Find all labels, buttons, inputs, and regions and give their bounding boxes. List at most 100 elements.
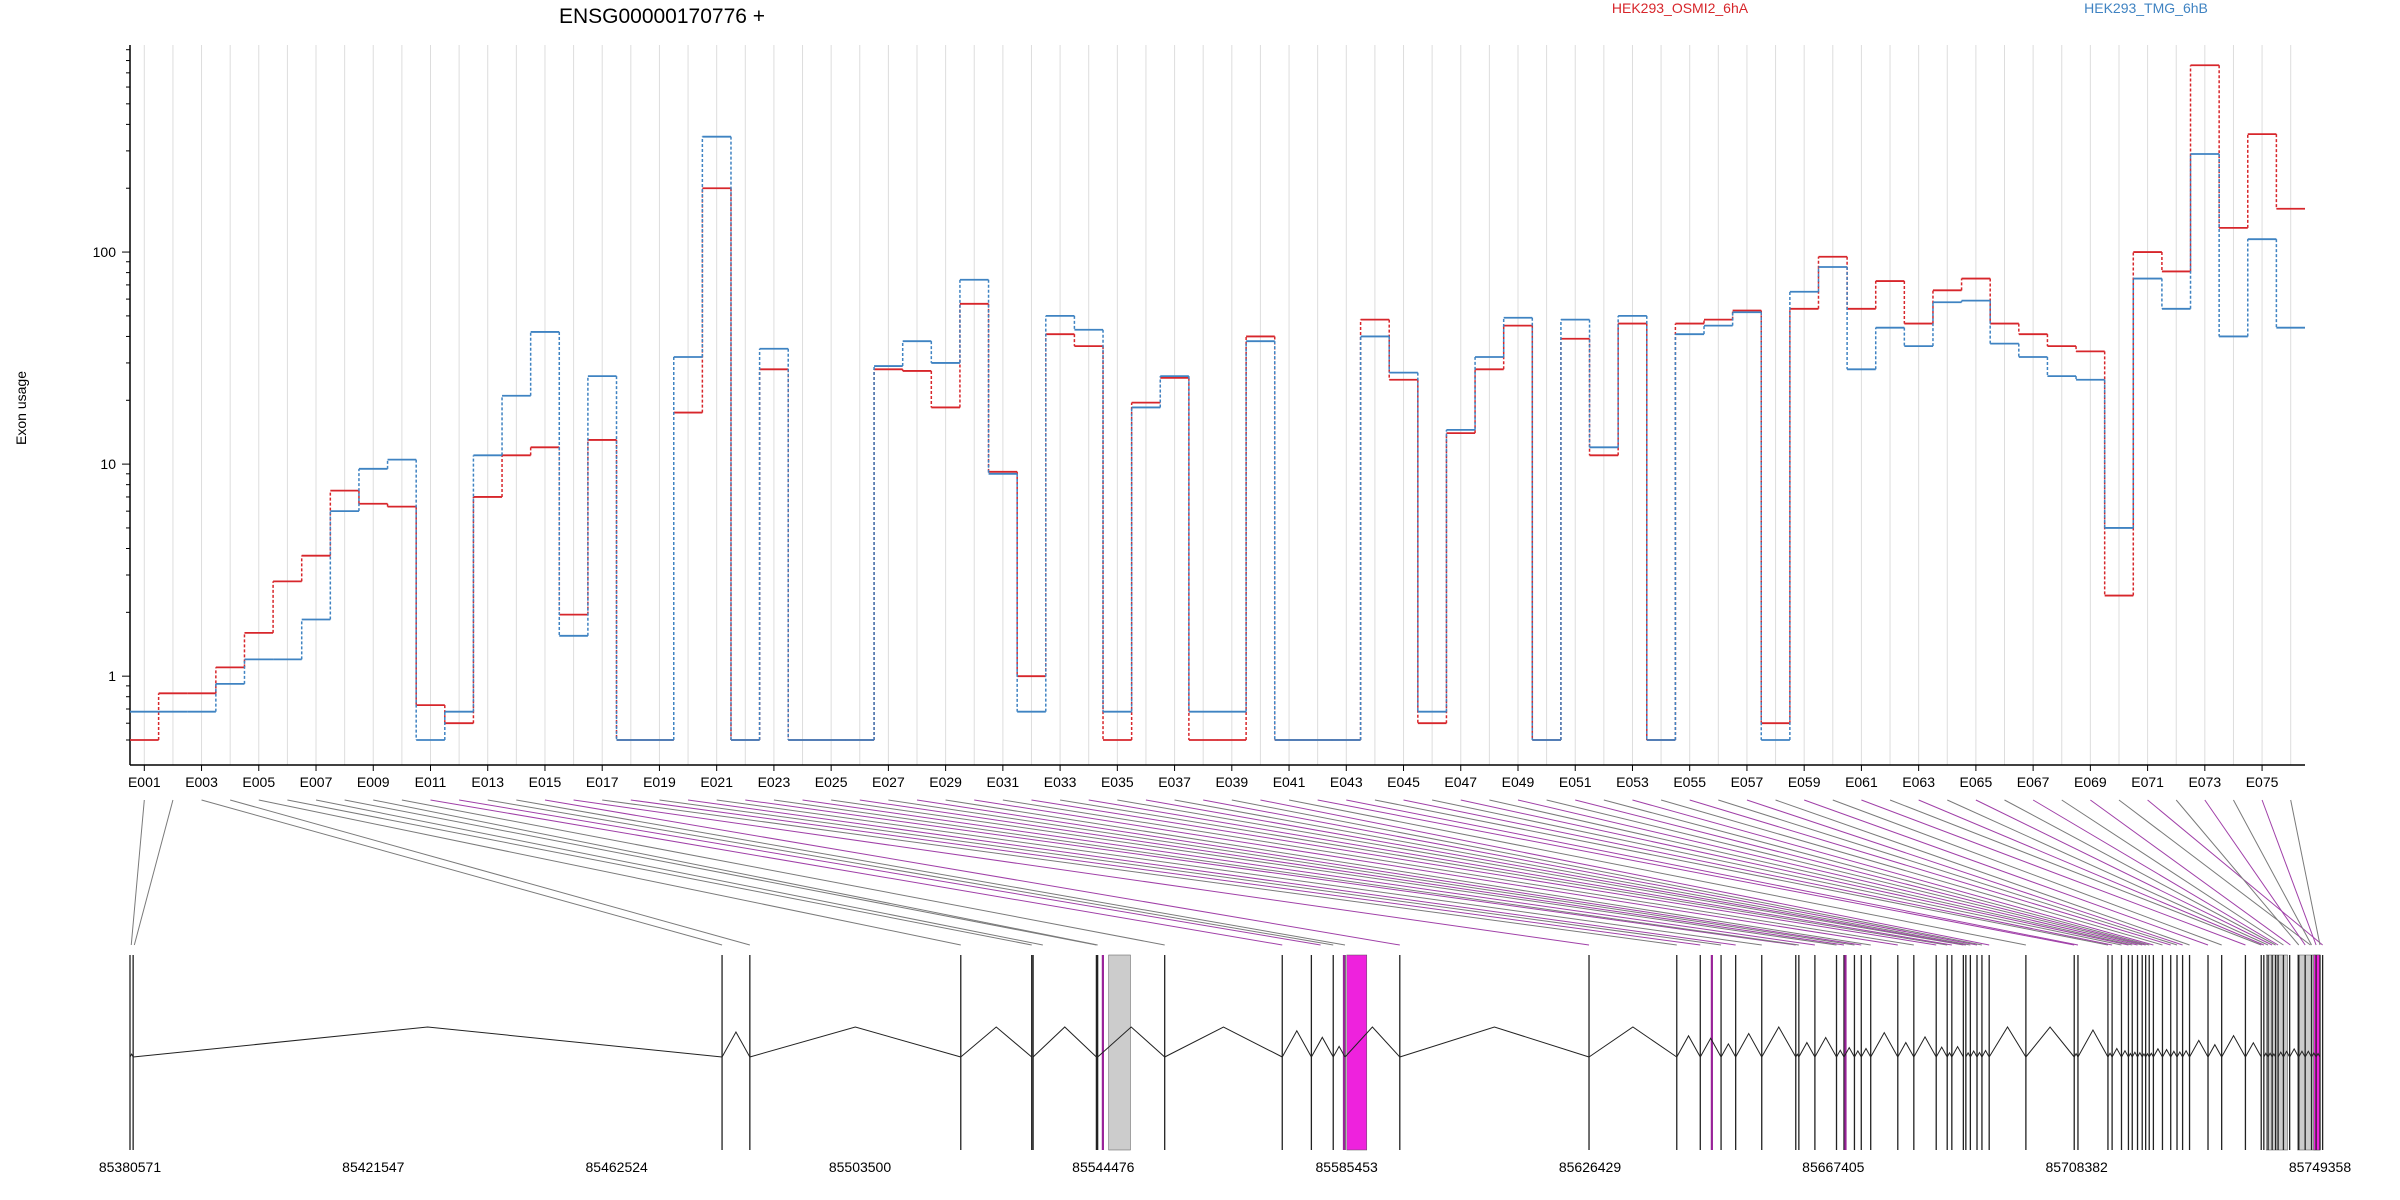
intron-chevron <box>2267 1052 2273 1058</box>
genomic-position-label: 85380571 <box>99 1159 162 1175</box>
exon-connector <box>1260 799 1990 946</box>
exon-connector <box>1575 799 2146 946</box>
exon-connector <box>1317 799 2075 946</box>
exon-connector <box>1203 799 1978 946</box>
intron-chevron <box>2298 1050 2306 1058</box>
x-tick-label: E073 <box>2188 774 2221 790</box>
x-tick-label: E013 <box>471 774 504 790</box>
exon-connector <box>201 799 723 946</box>
exon-connector <box>1975 799 2273 946</box>
intron-chevron <box>1720 1042 1737 1058</box>
exon-connector <box>888 799 1855 946</box>
series-HEK293_OSMI2_6hA <box>130 64 2305 741</box>
exon-connector <box>2004 799 2276 946</box>
x-tick-label: E011 <box>415 774 447 790</box>
genomic-position-label: 85667405 <box>1802 1159 1865 1175</box>
exon-connector <box>516 799 1346 946</box>
x-tick-label: E025 <box>815 774 848 790</box>
grid-lines <box>143 45 2292 765</box>
x-tick-label: E003 <box>185 774 218 790</box>
intron-chevron <box>1981 1049 1990 1058</box>
intron-chevron <box>1843 1046 1855 1058</box>
exon-connector <box>2261 799 2317 946</box>
legend-entry-osmi2: HEK293_OSMI2_6hA <box>1612 0 1749 16</box>
x-tick-label: E045 <box>1387 774 1420 790</box>
exon-connector <box>2147 799 2323 946</box>
intron-chevron <box>2141 1052 2147 1058</box>
exon-connector <box>1145 799 1966 946</box>
exon-connector <box>2290 799 2321 946</box>
genomic-position-label: 85544476 <box>1072 1159 1135 1175</box>
exon-connector <box>2061 799 2284 946</box>
intron-chevron <box>2263 1052 2269 1058</box>
exon-region-box <box>1108 954 1131 1151</box>
exon-connector <box>1174 799 1971 946</box>
exon-connector <box>2204 799 2306 946</box>
intron-chevron <box>2073 1052 2079 1058</box>
exon-connector <box>1403 799 2113 946</box>
intron-chevron <box>1969 1049 1978 1058</box>
intron-chevron <box>1032 1026 1097 1058</box>
intron-chevron <box>2282 1050 2291 1058</box>
genomic-position-label: 85626429 <box>1559 1159 1622 1175</box>
exon-connector <box>1775 799 2190 946</box>
intron-chevron <box>1097 1026 1166 1058</box>
genomic-position-label: 85503500 <box>829 1159 892 1175</box>
exon-connector <box>1861 799 2246 946</box>
intron-chevron <box>2107 1052 2113 1058</box>
exon-connector <box>2032 799 2279 946</box>
exon-connector <box>287 799 1032 946</box>
x-tick-label: E035 <box>1101 774 1134 790</box>
genomic-position-label: 85462524 <box>586 1159 649 1175</box>
exon-connector <box>2175 799 2300 946</box>
intron-chevron <box>2137 1051 2143 1058</box>
x-tick-label: E023 <box>758 774 791 790</box>
intron-chevron <box>2311 1051 2317 1058</box>
chart-title: ENSG00000170776 + <box>559 5 765 28</box>
y-tick-label: 100 <box>93 244 117 260</box>
exon-region-box <box>2313 954 2321 1151</box>
x-tick-label: E075 <box>2246 774 2279 790</box>
intron-chevron <box>1344 1026 1401 1058</box>
x-tick-label: E053 <box>1616 774 1649 790</box>
exon-region-box <box>1346 954 1368 1151</box>
intron-chevron <box>1735 1032 1763 1058</box>
x-tick-label: E071 <box>2131 774 2164 790</box>
exon-connector <box>2233 799 2312 946</box>
intron-chevron <box>2315 1052 2321 1058</box>
x-tick-label: E029 <box>929 774 962 790</box>
genomic-position-label: 85421547 <box>342 1159 405 1175</box>
intron-chevron <box>1761 1025 1797 1058</box>
exon-connector <box>1517 799 2138 946</box>
x-tick-label: E057 <box>1731 774 1764 790</box>
exon-connector <box>1546 799 2143 946</box>
x-tick-label: E047 <box>1444 774 1477 790</box>
intron-chevron <box>2221 1034 2246 1058</box>
intron-chevron <box>133 1026 723 1058</box>
exon-connector <box>1632 799 2154 946</box>
exon-connector <box>802 799 1815 946</box>
exon-connector <box>258 799 961 946</box>
exon-connector <box>573 799 1590 946</box>
gene-model <box>129 954 2324 1151</box>
exon-connector <box>1947 799 2269 946</box>
x-tick-label: E031 <box>987 774 1020 790</box>
exon-connector <box>745 799 1796 946</box>
exon-connector <box>373 799 1098 946</box>
exon-connectors <box>130 799 2323 946</box>
x-tick-label: E063 <box>1902 774 1935 790</box>
exon-connector <box>687 799 1736 946</box>
x-tick-label: E067 <box>2017 774 2050 790</box>
intron-chevron <box>1870 1031 1899 1058</box>
intron-chevron <box>1965 1051 1971 1058</box>
y-axis-label: Exon usage <box>13 371 29 445</box>
x-tick-label: E065 <box>1960 774 1993 790</box>
exon-connector <box>1346 799 2079 946</box>
exon-connector <box>630 799 1701 946</box>
intron-chevron <box>749 1026 961 1058</box>
exon-connector <box>1660 799 2163 946</box>
intron-chevron <box>129 1053 134 1058</box>
intron-chevron <box>1951 1045 1964 1058</box>
exon-connector <box>315 799 1043 946</box>
exon-connector <box>1718 799 2178 946</box>
